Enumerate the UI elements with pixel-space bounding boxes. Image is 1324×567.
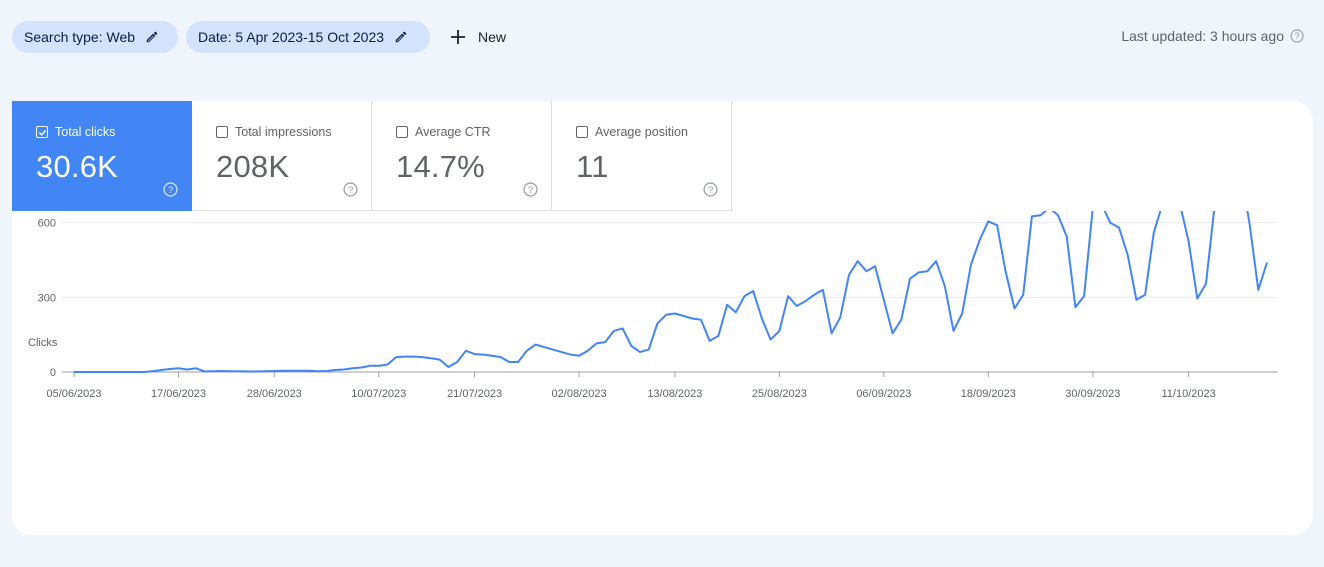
date-range-chip[interactable]: Date: 5 Apr 2023-15 Oct 2023 [186, 21, 430, 53]
x-tick-label: 02/08/2023 [552, 388, 607, 400]
svg-text:?: ? [1294, 31, 1299, 41]
edit-pencil-icon[interactable] [394, 30, 408, 44]
chart-svg[interactable]: Clicks 0300600900 05/06/202317/06/202328… [12, 143, 1313, 535]
help-icon[interactable]: ? [343, 182, 358, 197]
metric-value: 14.7% [396, 149, 485, 184]
checkbox-checked-icon[interactable] [36, 126, 48, 138]
help-icon[interactable]: ? [1290, 29, 1304, 43]
checkbox-unchecked-icon[interactable] [576, 126, 588, 138]
x-tick-label: 13/08/2023 [647, 388, 702, 400]
filter-bar: Search type: Web Date: 5 Apr 2023-15 Oct… [0, 0, 1324, 76]
y-tick-label: 600 [38, 218, 56, 230]
y-axis-label: Clicks [28, 337, 58, 349]
metric-label: Average position [595, 125, 688, 139]
x-tick-label: 10/07/2023 [351, 388, 406, 400]
metric-average-position[interactable]: Average position 11 ? [552, 101, 732, 211]
metric-average-ctr[interactable]: Average CTR 14.7% ? [372, 101, 552, 211]
metric-value: 208K [216, 149, 290, 184]
svg-text:?: ? [348, 185, 353, 196]
x-tick-label: 05/06/2023 [46, 388, 101, 400]
metric-total-clicks[interactable]: Total clicks 30.6K ? [12, 101, 192, 211]
clicks-series-line [74, 171, 1268, 373]
metric-value: 11 [576, 149, 609, 184]
x-tick-label: 21/07/2023 [447, 388, 502, 400]
new-filter-label: New [478, 29, 507, 45]
performance-card: Total clicks 30.6K ? Total impressions 2… [12, 101, 1313, 535]
x-tick-label: 17/06/2023 [151, 388, 206, 400]
x-tick-label: 30/09/2023 [1065, 388, 1120, 400]
help-icon[interactable]: ? [523, 182, 538, 197]
checkbox-unchecked-icon[interactable] [216, 126, 228, 138]
metric-total-impressions[interactable]: Total impressions 208K ? [192, 101, 372, 211]
x-tick-label: 06/09/2023 [856, 388, 911, 400]
metric-label: Total clicks [55, 125, 116, 139]
svg-text:?: ? [168, 185, 173, 196]
metric-value: 30.6K [36, 149, 119, 184]
search-type-chip[interactable]: Search type: Web [12, 21, 178, 53]
plus-icon [450, 29, 466, 45]
new-filter-button[interactable]: New [444, 21, 512, 53]
y-tick-label: 0 [50, 367, 56, 379]
x-tick-label: 25/08/2023 [752, 388, 807, 400]
search-type-label: Search type: Web [24, 29, 136, 45]
x-tick-label: 18/09/2023 [961, 388, 1016, 400]
metric-label: Total impressions [235, 125, 332, 139]
svg-text:?: ? [708, 185, 713, 196]
clicks-chart[interactable]: Clicks 0300600900 05/06/202317/06/202328… [12, 143, 1313, 535]
svg-text:?: ? [528, 185, 533, 196]
last-updated-text: Last updated: 3 hours ago [1121, 28, 1284, 44]
date-range-label: Date: 5 Apr 2023-15 Oct 2023 [198, 29, 385, 45]
checkbox-unchecked-icon[interactable] [396, 126, 408, 138]
help-icon[interactable]: ? [703, 182, 718, 197]
x-tick-label: 11/10/2023 [1162, 388, 1216, 400]
y-tick-label: 300 [38, 292, 56, 304]
help-icon[interactable]: ? [163, 182, 178, 197]
last-updated: Last updated: 3 hours ago ? [1121, 28, 1304, 44]
edit-pencil-icon[interactable] [145, 30, 159, 44]
x-tick-label: 28/06/2023 [247, 388, 302, 400]
metric-label: Average CTR [415, 125, 491, 139]
